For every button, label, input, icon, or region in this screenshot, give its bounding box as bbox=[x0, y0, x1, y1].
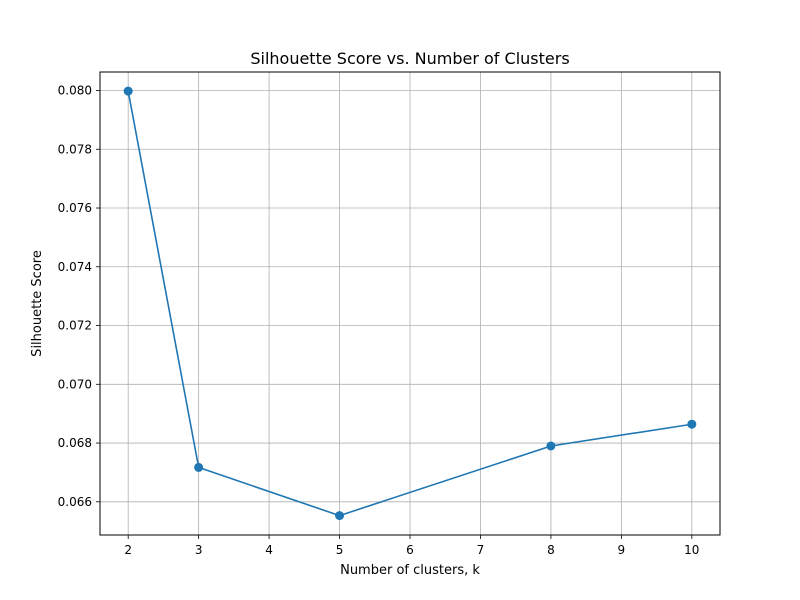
x-tick-label: 9 bbox=[618, 543, 626, 557]
y-tick-label: 0.066 bbox=[58, 495, 92, 509]
y-tick-label: 0.068 bbox=[58, 436, 92, 450]
data-point bbox=[335, 511, 345, 521]
chart-title: Silhouette Score vs. Number of Clusters bbox=[250, 49, 569, 68]
x-tick-label: 8 bbox=[547, 543, 555, 557]
y-tick-label: 0.074 bbox=[58, 260, 92, 274]
x-tick-label: 7 bbox=[477, 543, 485, 557]
y-tick-label: 0.078 bbox=[58, 142, 92, 156]
ticks: 2 3 4 5 6 7 8 9 10 0.066 0.068 0.070 0.072 0.074 0.076… bbox=[58, 84, 700, 557]
x-tick-label: 2 bbox=[124, 543, 132, 557]
data-point bbox=[687, 419, 697, 429]
y-tick-label: 0.076 bbox=[58, 201, 92, 215]
grid bbox=[100, 72, 720, 535]
x-axis-label: Number of clusters, k bbox=[340, 563, 480, 578]
data-point bbox=[194, 462, 204, 472]
y-axis-label: Silhouette Score bbox=[30, 250, 45, 357]
x-tick-label: 5 bbox=[336, 543, 344, 557]
data-point bbox=[546, 441, 556, 451]
x-tick-label: 4 bbox=[265, 543, 273, 557]
y-tick-label: 0.080 bbox=[58, 84, 92, 98]
series-layer bbox=[123, 86, 697, 521]
x-tick-label: 3 bbox=[195, 543, 203, 557]
x-tick-label: 10 bbox=[684, 543, 699, 557]
y-tick-label: 0.072 bbox=[58, 319, 92, 333]
x-tick-label: 6 bbox=[406, 543, 414, 557]
data-point bbox=[123, 86, 133, 96]
y-tick-label: 0.070 bbox=[58, 377, 92, 391]
